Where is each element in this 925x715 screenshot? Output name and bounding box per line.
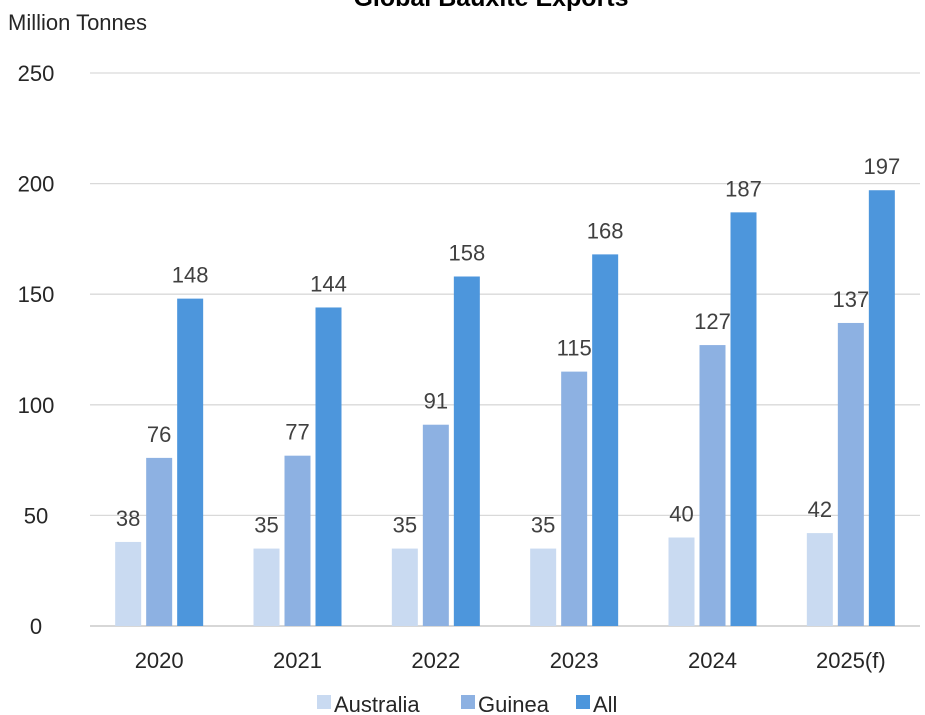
- legend-swatch-all: [576, 695, 590, 709]
- legend-swatch-guinea: [461, 695, 475, 709]
- y-tick-label: 0: [30, 614, 42, 639]
- gridlines: [90, 72, 920, 627]
- bar-guinea-2022: [422, 424, 449, 626]
- x-tick-label: 2022: [411, 648, 460, 673]
- bar-guinea-2025-f: [837, 322, 864, 626]
- legend-label-guinea: Guinea: [478, 692, 550, 715]
- x-tick-label: 2023: [550, 648, 599, 673]
- legend-swatch-australia: [317, 695, 331, 709]
- bar-australia-2023: [530, 548, 557, 626]
- bar-guinea-2023: [561, 371, 588, 626]
- bars: [115, 190, 895, 626]
- data-label-guinea-2020: 76: [147, 422, 171, 447]
- data-label-australia-2020: 38: [116, 506, 140, 531]
- data-label-australia-2021: 35: [254, 513, 278, 538]
- data-label-australia-2023: 35: [531, 513, 555, 538]
- data-label-australia-2022: 35: [393, 513, 417, 538]
- x-tick-label: 2025(f): [816, 648, 886, 673]
- bar-australia-2022: [391, 548, 418, 626]
- y-axis-label: Million Tonnes: [8, 10, 147, 35]
- data-label-all-2024: 187: [725, 176, 762, 201]
- chart-title: Global Bauxite Exports: [353, 0, 628, 12]
- legend: Australia Guinea All: [317, 692, 617, 715]
- data-labels: 38 76 148 35 77 144 35 91 158 35 115 168 40 127 187 42 1…: [116, 154, 900, 537]
- y-tick-label: 100: [18, 393, 55, 418]
- data-label-guinea-2023: 115: [557, 336, 592, 361]
- bar-australia-2025-f: [806, 533, 833, 626]
- data-label-all-2022: 158: [448, 241, 485, 266]
- bar-all-2021: [315, 307, 342, 626]
- data-label-guinea-2024: 127: [694, 309, 731, 334]
- x-axis-ticks: 2020 2021 2022 2023 2024 2025(f): [135, 648, 886, 673]
- bar-australia-2024: [668, 537, 695, 626]
- data-label-guinea-2021: 77: [285, 420, 309, 445]
- bar-guinea-2020: [146, 457, 173, 626]
- legend-label-australia: Australia: [334, 692, 420, 715]
- bar-all-2025-f: [868, 190, 895, 626]
- bar-australia-2020: [115, 541, 142, 626]
- bar-all-2023: [592, 254, 619, 626]
- y-tick-label: 200: [18, 172, 55, 197]
- data-label-all-2021: 144: [310, 271, 347, 296]
- bar-all-2020: [177, 298, 204, 626]
- data-label-all-2025-f: 197: [863, 154, 900, 179]
- data-label-australia-2025-f: 42: [808, 497, 832, 522]
- bar-guinea-2024: [699, 345, 726, 626]
- bar-all-2022: [453, 276, 480, 626]
- data-label-all-2020: 148: [172, 263, 209, 288]
- bar-guinea-2021: [284, 455, 311, 626]
- data-label-all-2023: 168: [587, 218, 624, 243]
- x-tick-label: 2024: [688, 648, 737, 673]
- x-tick-label: 2021: [273, 648, 322, 673]
- bar-all-2024: [730, 212, 757, 626]
- data-label-guinea-2022: 91: [424, 389, 448, 414]
- y-tick-label: 250: [18, 61, 55, 86]
- y-tick-label: 50: [24, 503, 48, 528]
- bar-australia-2021: [253, 548, 280, 626]
- y-axis-ticks: 0 50 100 150 200 250: [18, 61, 55, 639]
- data-label-australia-2024: 40: [669, 502, 693, 527]
- legend-label-all: All: [593, 692, 617, 715]
- y-tick-label: 150: [18, 282, 55, 307]
- x-tick-label: 2020: [135, 648, 184, 673]
- data-label-guinea-2025-f: 137: [832, 287, 869, 312]
